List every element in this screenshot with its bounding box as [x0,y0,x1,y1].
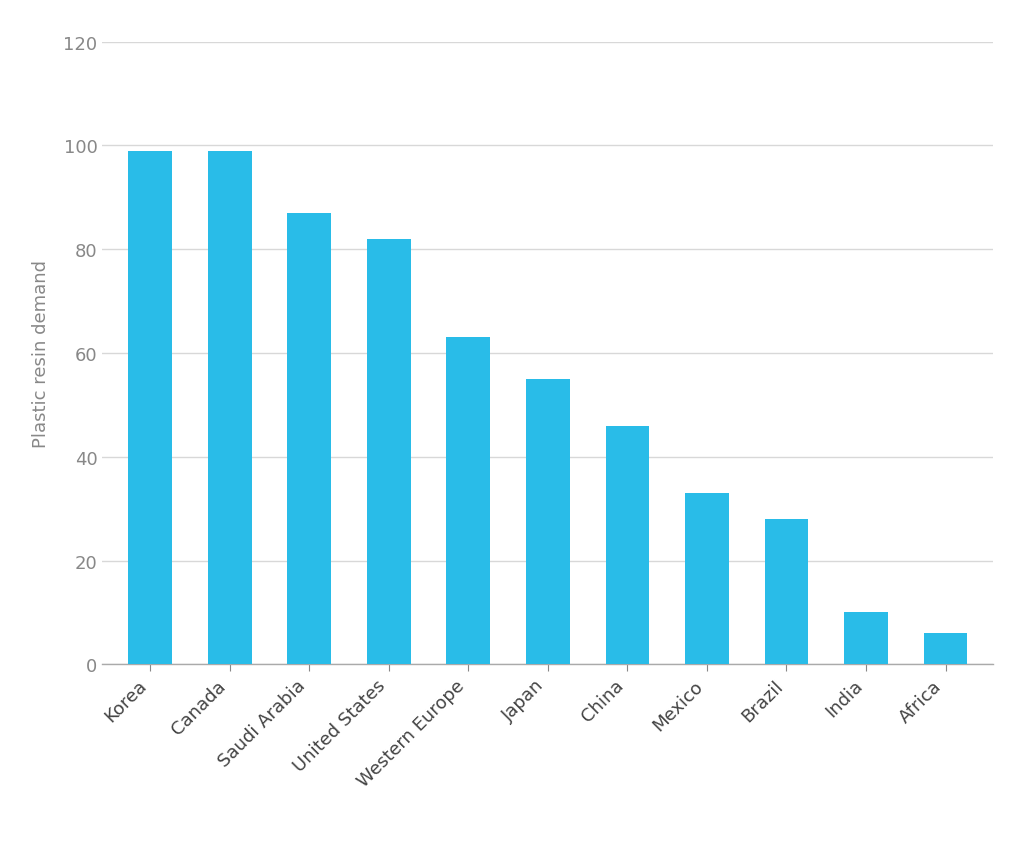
Bar [844,613,888,665]
Bar [367,239,411,665]
Bar [765,520,808,665]
Bar [288,214,331,665]
Bar [685,493,729,665]
Bar [924,634,968,665]
Y-axis label: Plastic resin demand: Plastic resin demand [32,260,49,447]
Bar [605,426,649,665]
Bar [128,152,172,665]
Bar [526,379,569,665]
Bar [208,152,252,665]
Bar [446,338,490,665]
